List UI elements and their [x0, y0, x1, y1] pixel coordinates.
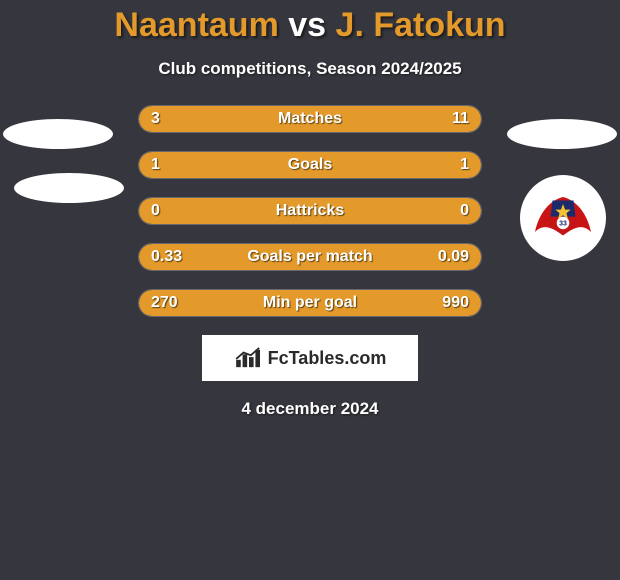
svg-text:33: 33: [559, 221, 567, 228]
stat-row: 0.33Goals per match0.09: [138, 243, 482, 271]
left-player-badge-2: [14, 173, 124, 203]
stat-row: 1Goals1: [138, 151, 482, 179]
stat-row: 0Hattricks0: [138, 197, 482, 225]
brand-box[interactable]: FcTables.com: [202, 335, 418, 381]
club-crest-icon: 33: [528, 183, 598, 253]
stat-label: Goals: [139, 156, 481, 174]
left-player-badge-1: [3, 119, 113, 149]
title-vs: vs: [288, 6, 326, 44]
footer-date: 4 december 2024: [0, 399, 620, 419]
subtitle: Club competitions, Season 2024/2025: [0, 59, 620, 79]
comparison-content: 33 3Matches11 1Goals1 0Hattricks0 0.33Goals…: [0, 105, 620, 419]
stat-row: 270Min per goal990: [138, 289, 482, 317]
stat-row: 3Matches11: [138, 105, 482, 133]
stat-label: Goals per match: [139, 248, 481, 266]
page-title: Naantaum vs J. Fatokun: [0, 0, 620, 45]
right-club-logo: 33: [520, 175, 606, 261]
title-player-left: Naantaum: [114, 6, 278, 44]
stat-label: Hattricks: [139, 202, 481, 220]
brand-text: FcTables.com: [268, 348, 387, 369]
stat-label: Min per goal: [139, 294, 481, 312]
right-player-badge-1: [507, 119, 617, 149]
bar-chart-icon: [234, 347, 264, 369]
stat-bars: 3Matches11 1Goals1 0Hattricks0 0.33Goals pe…: [138, 105, 482, 317]
title-player-right: J. Fatokun: [336, 6, 506, 44]
stat-label: Matches: [139, 110, 481, 128]
